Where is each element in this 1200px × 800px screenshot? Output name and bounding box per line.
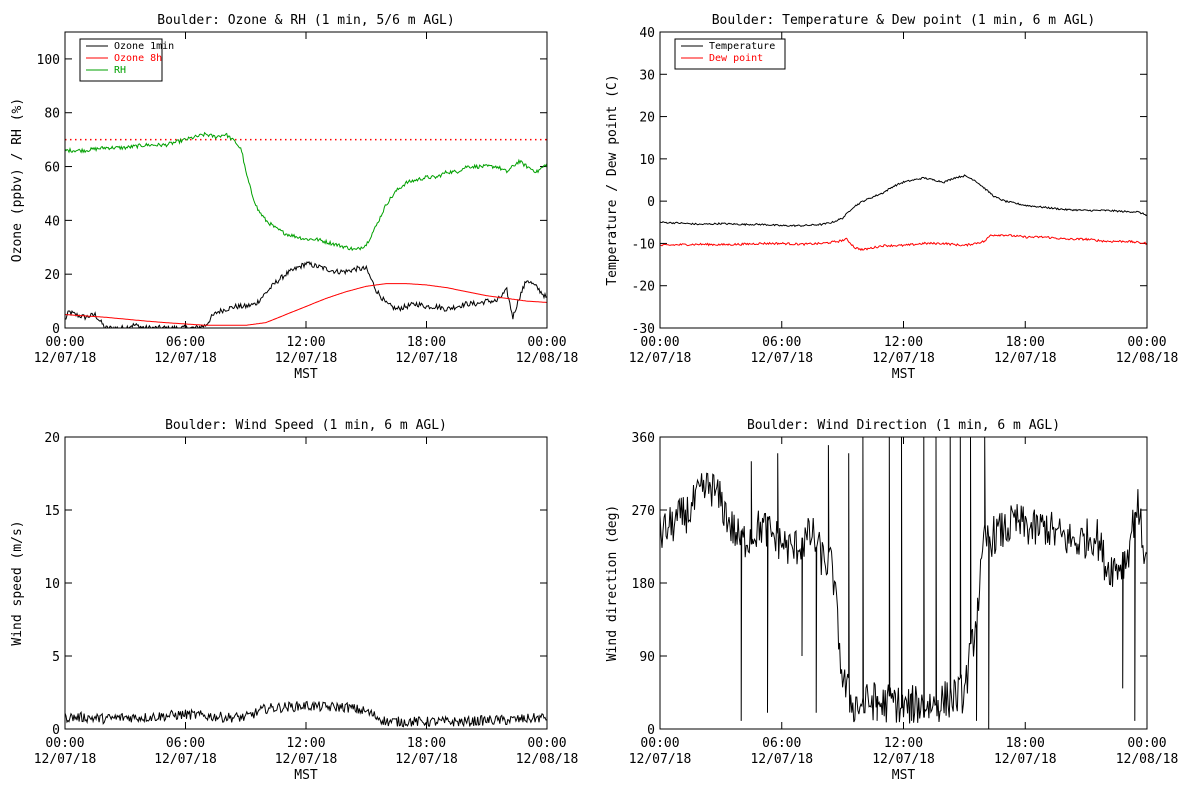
- x-tick-date-label: 12/07/18: [395, 752, 458, 767]
- series-line-dew-point: [660, 234, 1147, 252]
- series-line-0: [660, 437, 1147, 729]
- y-tick-label: 5: [52, 650, 60, 665]
- x-tick-date-label: 12/08/18: [1116, 351, 1179, 366]
- series-line-temperature: [660, 174, 1147, 228]
- x-tick-time-label: 06:00: [762, 335, 801, 350]
- series-line-0: [65, 700, 547, 728]
- y-tick-label: 0: [52, 322, 60, 337]
- x-tick-date-label: 12/07/18: [872, 351, 935, 366]
- y-tick-label: 10: [639, 153, 655, 168]
- x-tick-time-label: 00:00: [527, 736, 566, 751]
- x-tick-time-label: 12:00: [884, 736, 923, 751]
- x-tick-time-label: 12:00: [884, 335, 923, 350]
- x-tick-time-label: 12:00: [286, 736, 325, 751]
- x-axis-label: MST: [294, 768, 318, 783]
- y-axis-label: Temperature / Dew point (C): [605, 74, 620, 285]
- x-tick-time-label: 06:00: [166, 736, 205, 751]
- x-tick-time-label: 12:00: [286, 335, 325, 350]
- y-tick-label: 60: [44, 161, 60, 176]
- x-tick-time-label: 00:00: [45, 335, 84, 350]
- x-tick-date-label: 12/07/18: [34, 752, 97, 767]
- x-tick-time-label: 18:00: [407, 736, 446, 751]
- x-tick-date-label: 12/07/18: [750, 351, 813, 366]
- x-tick-date-label: 12/07/18: [395, 351, 458, 366]
- x-tick-date-label: 12/08/18: [516, 351, 579, 366]
- y-tick-label: 80: [44, 107, 60, 122]
- legend-label: RH: [114, 65, 126, 76]
- wind-speed-panel: Boulder: Wind Speed (1 min, 6 m AGL) Wind…: [10, 418, 578, 783]
- y-axis-label: Ozone (ppbv) / RH (%): [10, 98, 25, 262]
- y-tick-label: -20: [632, 280, 655, 295]
- x-tick-date-label: 12/07/18: [34, 351, 97, 366]
- plot-frame: [659, 436, 1148, 730]
- legend-label: Ozone 1min: [114, 41, 174, 52]
- x-tick-date-label: 12/07/18: [994, 351, 1057, 366]
- y-tick-label: 40: [639, 26, 655, 41]
- wind-direction-panel: Boulder: Wind Direction (1 min, 6 m AGL)…: [605, 418, 1178, 783]
- y-tick-label: 20: [44, 268, 60, 283]
- y-tick-label: 100: [37, 53, 60, 68]
- x-tick-time-label: 18:00: [1006, 736, 1045, 751]
- x-tick-date-label: 12/07/18: [750, 752, 813, 767]
- x-tick-date-label: 12/07/18: [629, 351, 692, 366]
- y-tick-label: 20: [44, 431, 60, 446]
- x-tick-date-label: 12/07/18: [154, 752, 217, 767]
- legend-label: Temperature: [709, 41, 775, 52]
- y-tick-label: 20: [639, 111, 655, 126]
- ozone-rh-panel: Boulder: Ozone & RH (1 min, 5/6 m AGL) Oz…: [10, 13, 578, 382]
- x-tick-time-label: 00:00: [640, 736, 679, 751]
- x-axis-label: MST: [892, 768, 916, 783]
- y-tick-label: 30: [639, 68, 655, 83]
- x-tick-time-label: 00:00: [527, 335, 566, 350]
- x-tick-time-label: 00:00: [45, 736, 84, 751]
- x-axis-label: MST: [294, 367, 318, 382]
- x-tick-date-label: 12/07/18: [872, 752, 935, 767]
- y-tick-label: 90: [639, 650, 655, 665]
- chart-title: Boulder: Wind Speed (1 min, 6 m AGL): [165, 418, 447, 433]
- y-tick-label: -30: [632, 322, 655, 337]
- plot-frame: [64, 31, 548, 329]
- chart-title: Boulder: Ozone & RH (1 min, 5/6 m AGL): [157, 13, 454, 28]
- y-tick-label: 10: [44, 577, 60, 592]
- y-tick-label: 40: [44, 214, 60, 229]
- x-tick-time-label: 18:00: [1006, 335, 1045, 350]
- plot-frame: [659, 31, 1148, 329]
- x-axis-label: MST: [892, 367, 916, 382]
- y-tick-label: 0: [647, 723, 655, 738]
- chart-title: Boulder: Wind Direction (1 min, 6 m AGL): [747, 418, 1060, 433]
- x-tick-time-label: 00:00: [1127, 736, 1166, 751]
- x-tick-date-label: 12/07/18: [154, 351, 217, 366]
- x-tick-date-label: 12/07/18: [629, 752, 692, 767]
- y-axis-label: Wind direction (deg): [605, 505, 620, 662]
- x-tick-time-label: 00:00: [640, 335, 679, 350]
- series-line-ozone-8h: [65, 283, 547, 326]
- y-tick-label: 270: [632, 504, 655, 519]
- y-tick-label: 0: [647, 195, 655, 210]
- y-tick-label: -10: [632, 237, 655, 252]
- chart-title: Boulder: Temperature & Dew point (1 min,…: [712, 13, 1096, 28]
- y-tick-label: 180: [632, 577, 655, 592]
- x-tick-time-label: 06:00: [166, 335, 205, 350]
- x-tick-time-label: 00:00: [1127, 335, 1166, 350]
- x-tick-time-label: 06:00: [762, 736, 801, 751]
- series-line-rh: [65, 131, 547, 252]
- x-tick-date-label: 12/07/18: [994, 752, 1057, 767]
- legend-box: [674, 38, 786, 70]
- x-tick-date-label: 12/08/18: [1116, 752, 1179, 767]
- temperature-dewpoint-panel: Boulder: Temperature & Dew point (1 min,…: [605, 13, 1178, 382]
- legend-label: Ozone 8h: [114, 53, 162, 64]
- legend-label: Dew point: [709, 53, 763, 64]
- y-tick-label: 360: [632, 431, 655, 446]
- x-tick-date-label: 12/07/18: [275, 351, 338, 366]
- y-axis-label: Wind speed (m/s): [10, 520, 25, 645]
- x-tick-time-label: 18:00: [407, 335, 446, 350]
- plot-frame: [64, 436, 548, 730]
- y-tick-label: 15: [44, 504, 60, 519]
- series-line-ozone-1min: [65, 260, 547, 328]
- y-tick-label: 0: [52, 723, 60, 738]
- x-tick-date-label: 12/07/18: [275, 752, 338, 767]
- x-tick-date-label: 12/08/18: [516, 752, 579, 767]
